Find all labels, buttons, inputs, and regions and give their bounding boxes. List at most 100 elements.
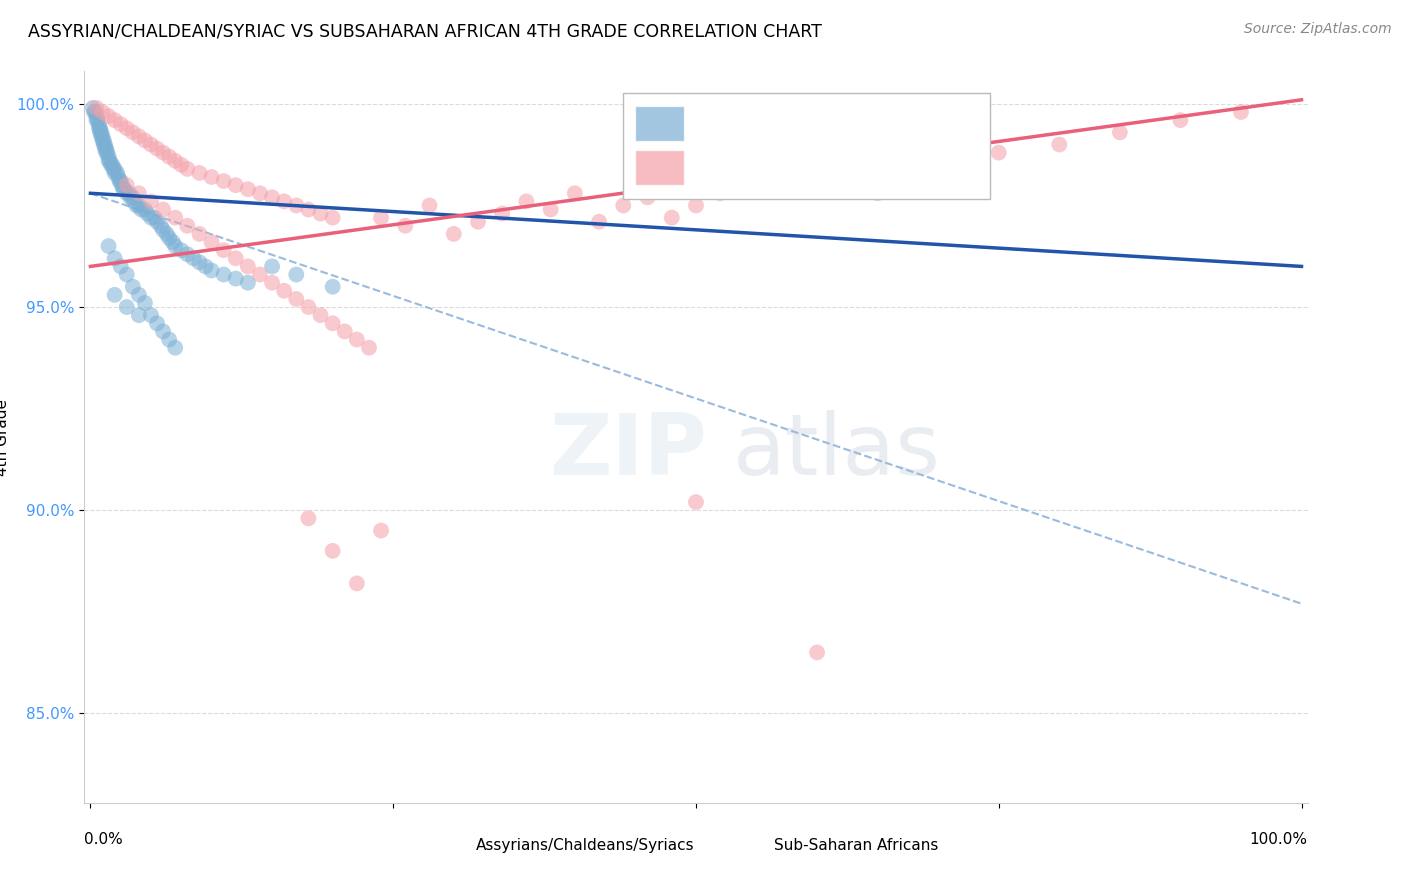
Bar <box>636 150 683 185</box>
Point <box>262 190 284 204</box>
Point <box>285 198 308 212</box>
Point <box>89 125 111 139</box>
Point <box>987 145 1010 160</box>
Point <box>93 133 115 147</box>
Point <box>176 247 198 261</box>
Point <box>564 186 586 201</box>
Point <box>115 186 138 201</box>
Point <box>176 161 198 176</box>
Point <box>139 137 162 152</box>
Point <box>146 316 169 330</box>
Point <box>110 174 132 188</box>
Point <box>134 202 156 217</box>
Point <box>104 288 127 302</box>
Text: ZIP: ZIP <box>550 410 707 493</box>
Point <box>89 121 111 136</box>
Point <box>97 109 120 123</box>
Point <box>90 129 112 144</box>
Point <box>194 260 217 274</box>
Point <box>183 252 205 266</box>
Point <box>149 219 172 233</box>
Point <box>588 215 610 229</box>
Point <box>110 117 132 131</box>
Point <box>104 166 127 180</box>
Point <box>709 186 731 201</box>
Point <box>103 161 125 176</box>
Text: ASSYRIAN/CHALDEAN/SYRIAC VS SUBSAHARAN AFRICAN 4TH GRADE CORRELATION CHART: ASSYRIAN/CHALDEAN/SYRIAC VS SUBSAHARAN A… <box>28 22 823 40</box>
Point <box>152 325 174 339</box>
Point <box>87 117 110 131</box>
Bar <box>733 834 766 858</box>
Point <box>212 243 235 257</box>
Point <box>212 268 235 282</box>
Point <box>97 150 120 164</box>
Text: Sub-Saharan Africans: Sub-Saharan Africans <box>775 838 939 854</box>
Point <box>96 145 118 160</box>
Bar <box>433 834 467 858</box>
Point <box>83 105 105 120</box>
Point <box>86 101 108 115</box>
Point <box>661 211 683 225</box>
Point <box>97 239 120 253</box>
Point <box>146 142 169 156</box>
Point <box>1047 137 1070 152</box>
Point <box>101 158 124 172</box>
Y-axis label: 4th Grade: 4th Grade <box>0 399 10 475</box>
Point <box>262 276 284 290</box>
Point <box>170 243 193 257</box>
Point <box>110 260 132 274</box>
Text: atlas: atlas <box>733 410 941 493</box>
Point <box>120 190 142 204</box>
Point <box>685 495 707 509</box>
Point <box>98 153 121 168</box>
Point <box>333 325 356 339</box>
Point <box>1170 113 1192 128</box>
Point <box>115 300 138 314</box>
Point <box>86 109 108 123</box>
Point <box>107 169 129 184</box>
Point <box>806 645 828 659</box>
Point <box>297 511 319 525</box>
Point <box>200 263 222 277</box>
Point <box>125 198 148 212</box>
Point <box>806 166 828 180</box>
Point <box>134 296 156 310</box>
Point <box>86 113 108 128</box>
Point <box>108 174 131 188</box>
Point <box>90 125 112 139</box>
Point <box>139 194 162 209</box>
Point <box>322 211 344 225</box>
Point <box>540 202 562 217</box>
Point <box>115 178 138 193</box>
Point <box>249 268 271 282</box>
Point <box>200 235 222 249</box>
Point <box>86 113 108 128</box>
Point <box>136 206 159 220</box>
Point <box>152 202 174 217</box>
Text: 100.0%: 100.0% <box>1250 832 1308 847</box>
Point <box>139 308 162 322</box>
Point <box>236 182 259 196</box>
Point <box>1108 125 1130 139</box>
Text: R = -0.242  N = 81: R = -0.242 N = 81 <box>696 113 849 128</box>
Point <box>84 105 107 120</box>
Point <box>91 105 114 120</box>
Point <box>112 182 135 196</box>
Point <box>443 227 465 241</box>
Point <box>139 211 162 225</box>
FancyBboxPatch shape <box>623 94 990 200</box>
Point <box>225 252 247 266</box>
Point <box>134 133 156 147</box>
Point <box>273 194 295 209</box>
Point <box>105 166 128 180</box>
Point <box>322 316 344 330</box>
Point <box>297 300 319 314</box>
Point <box>121 279 143 293</box>
Point <box>612 198 634 212</box>
Text: R =  0.362  N = 83: R = 0.362 N = 83 <box>696 158 848 172</box>
Point <box>225 178 247 193</box>
Point <box>156 227 179 241</box>
Point <box>236 260 259 274</box>
Point <box>273 284 295 298</box>
Point <box>157 231 180 245</box>
